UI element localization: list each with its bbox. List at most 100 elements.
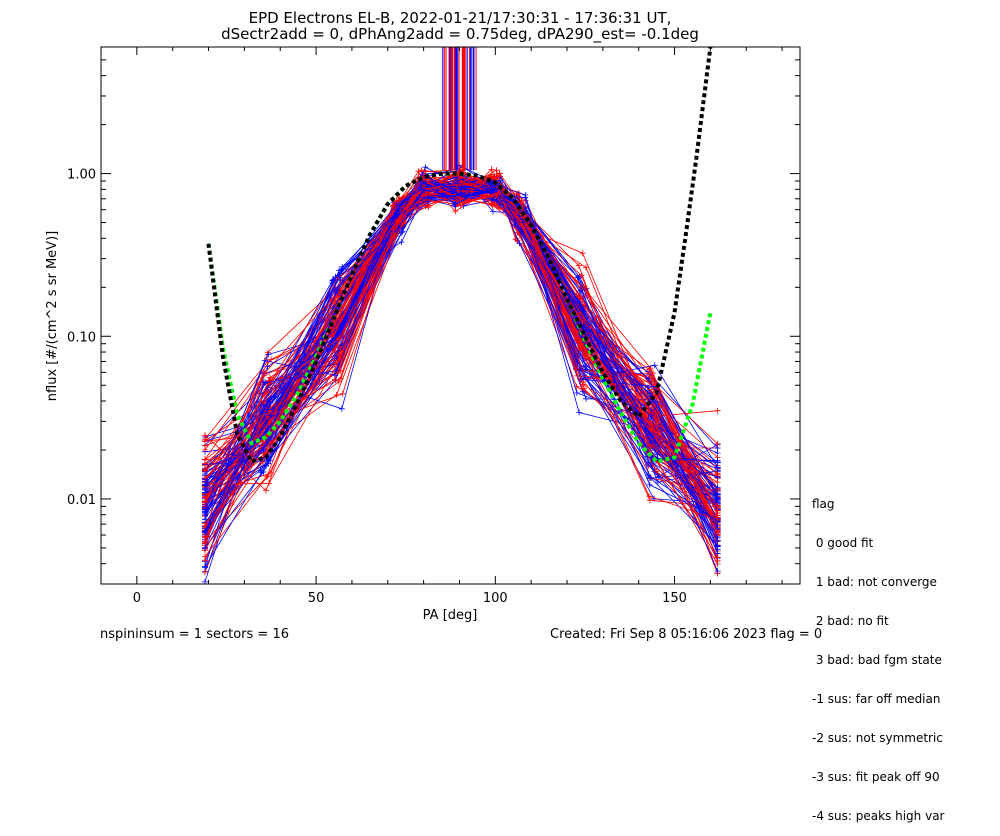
data-point-marker (581, 311, 588, 318)
y-tick-label: 0.01 (67, 493, 96, 508)
data-point-marker (268, 412, 275, 419)
data-point-marker (394, 206, 401, 213)
data-point-marker (645, 472, 651, 479)
data-point-marker (583, 264, 589, 271)
spectrum-line (204, 185, 718, 505)
data-point-marker (646, 481, 653, 488)
data-point-marker (458, 184, 465, 191)
data-point-marker (489, 202, 496, 209)
data-point-marker (648, 427, 655, 434)
data-point-marker (202, 481, 208, 488)
spectrum-line (204, 169, 718, 534)
flag-legend: flag 0 good fit 1 bad: not converge 2 ba… (812, 472, 944, 836)
data-point-marker (202, 528, 208, 535)
data-point-marker (579, 250, 586, 257)
spectrum-line (204, 185, 718, 539)
legend-entry: -4 sus: peaks high var (812, 809, 945, 823)
spectrum-line (204, 191, 718, 514)
data-point-marker (714, 514, 721, 521)
spectrum-line (204, 173, 718, 544)
y-axis-label: nflux [#/(cm^2 s sr MeV)] (45, 231, 60, 401)
data-point-marker (648, 439, 655, 446)
data-point-marker (575, 262, 582, 269)
data-point-marker (714, 530, 721, 537)
data-point-marker (452, 208, 459, 215)
data-point-marker (202, 520, 208, 527)
spectrum-line (204, 178, 718, 521)
data-point-marker (714, 507, 721, 514)
data-point-marker (714, 522, 721, 529)
data-point-marker (395, 224, 402, 231)
spectrum-line (204, 176, 718, 547)
spectrum-line (204, 186, 718, 503)
data-point-marker (652, 409, 659, 416)
legend-title: flag (812, 497, 835, 511)
data-point-marker (714, 440, 721, 447)
data-point-marker (202, 438, 208, 445)
fit-curves (206, 47, 713, 464)
data-point-marker (455, 195, 462, 201)
spectrum-line (204, 182, 718, 540)
data-point-marker (490, 208, 496, 215)
data-point-marker (395, 212, 402, 219)
data-point-marker (267, 470, 274, 476)
data-point-marker (714, 479, 721, 486)
data-point-marker (422, 191, 429, 198)
chart-title-line2: dSectr2add = 0, dPhAng2add = 0.75deg, dP… (221, 25, 699, 43)
spectrum-line (204, 177, 718, 510)
data-point-marker (258, 469, 265, 476)
spectrum-line (204, 180, 718, 522)
data-point-marker (516, 240, 523, 247)
data-point-marker (455, 180, 462, 187)
data-point-marker (714, 557, 721, 564)
data-point-marker (576, 288, 583, 295)
legend-entry: 0 good fit (812, 536, 874, 550)
data-point-marker (331, 372, 338, 379)
data-point-marker (422, 202, 429, 209)
spectrum-line (204, 182, 718, 532)
spectrum-line (204, 169, 718, 552)
data-point-marker (488, 166, 495, 173)
spectrum-line (204, 188, 718, 544)
spectrum-line (204, 181, 718, 516)
data-point-marker (260, 379, 267, 386)
data-point-marker (336, 351, 343, 358)
spectrum-line (204, 180, 718, 529)
data-point-marker (394, 220, 401, 227)
data-point-marker (583, 362, 590, 369)
data-point-marker (452, 200, 459, 207)
data-point-marker (259, 409, 266, 416)
data-point-marker (330, 277, 337, 284)
data-point-marker (400, 218, 407, 225)
data-point-marker (339, 390, 346, 397)
data-point-marker (493, 167, 500, 174)
data-point-marker (335, 378, 342, 385)
data-point-marker (576, 344, 583, 351)
data-point-marker (265, 351, 272, 358)
data-point-marker (202, 533, 208, 540)
data-point-marker (263, 487, 269, 494)
x-tick-label: 0 (133, 591, 141, 606)
legend-entry: 2 bad: no fit (812, 614, 889, 628)
legend-entry: -1 sus: far off median (812, 692, 941, 706)
x-tick-label: 150 (662, 591, 687, 606)
data-point-marker (582, 366, 589, 373)
data-point-marker (202, 557, 208, 564)
data-point-marker (422, 168, 429, 175)
spectrum-line (204, 185, 718, 518)
pa-spectra-lines (202, 47, 721, 584)
spectrum-line (204, 178, 718, 542)
data-point-marker (582, 326, 588, 333)
legend-entry: 1 bad: not converge (812, 575, 937, 589)
data-point-marker (714, 470, 721, 477)
data-point-marker (330, 304, 337, 311)
data-point-marker (576, 409, 583, 416)
data-point-marker (575, 294, 582, 301)
data-point-marker (522, 191, 529, 198)
data-point-marker (583, 395, 589, 402)
data-point-marker (202, 432, 208, 439)
spectrum-line (204, 176, 718, 519)
data-point-marker (714, 568, 721, 575)
data-point-marker (497, 177, 504, 184)
x-axis-label: PA [deg] (423, 608, 478, 623)
